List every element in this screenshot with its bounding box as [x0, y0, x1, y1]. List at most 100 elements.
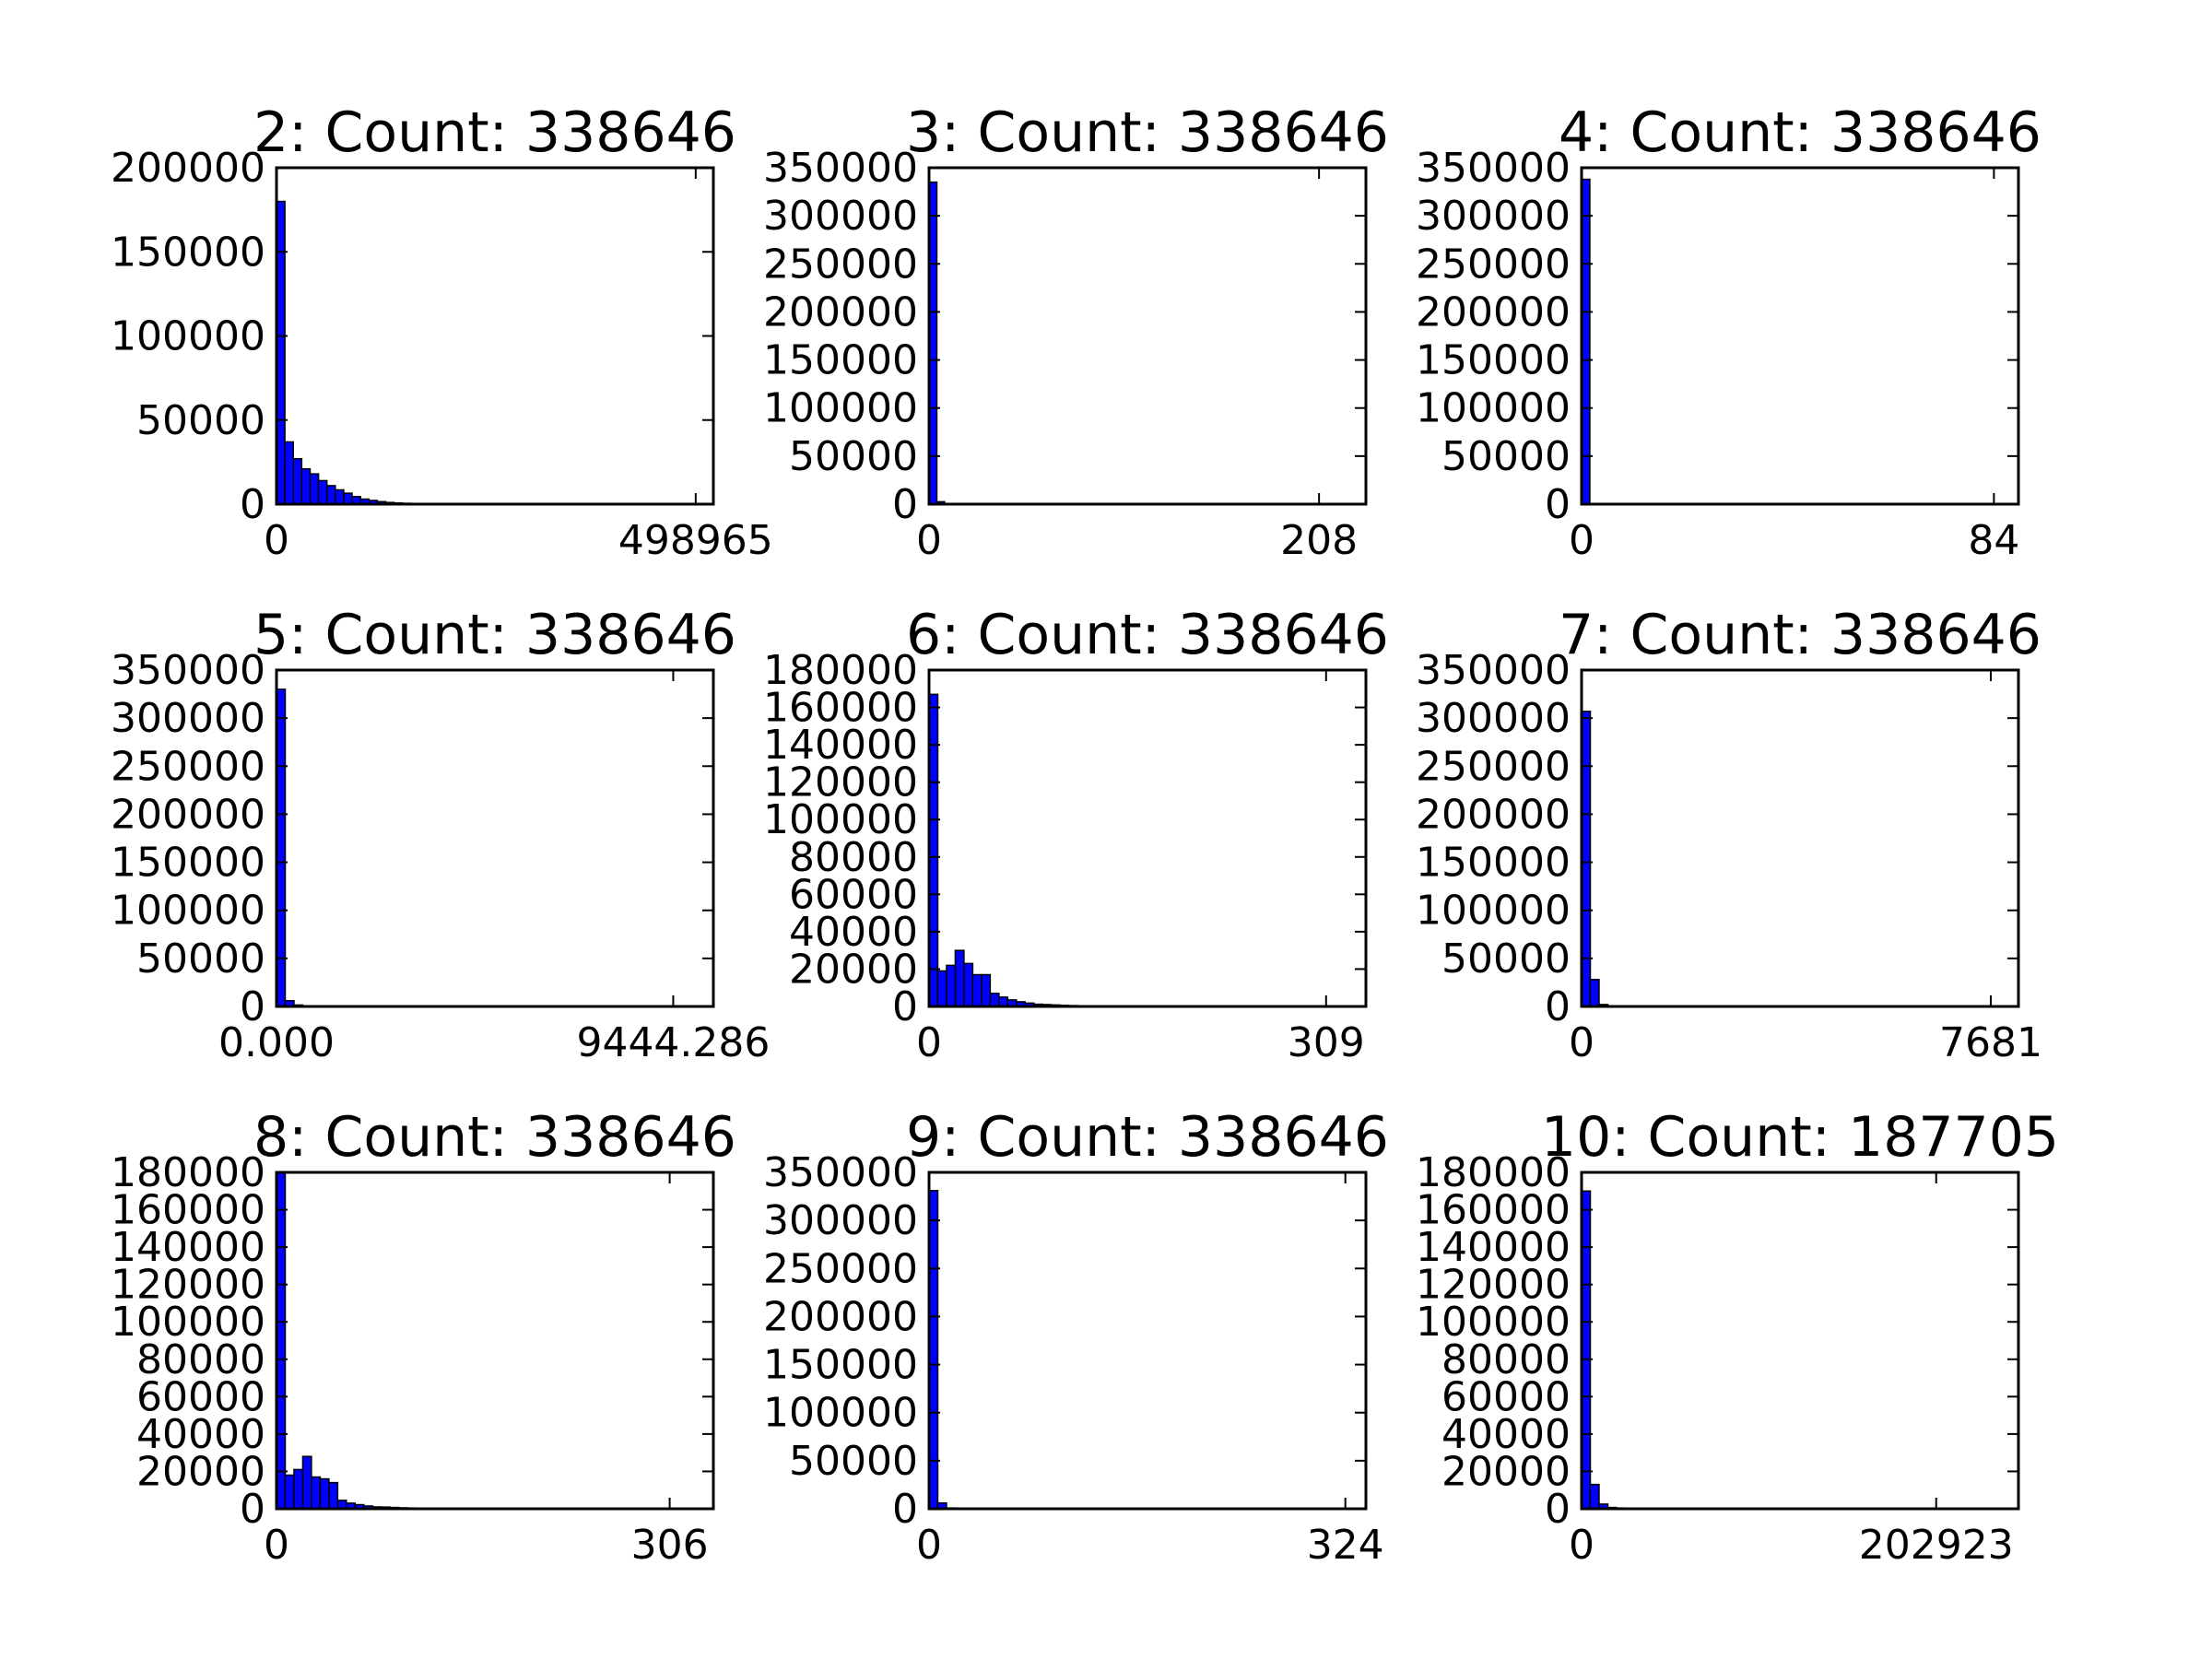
y-tick-label: 250000	[111, 743, 265, 790]
y-tick-label: 100000	[763, 385, 918, 432]
chart-title: 2: Count: 338646	[253, 100, 736, 165]
y-tick-label: 140000	[1416, 1224, 1571, 1271]
y-tick-label: 0	[1545, 481, 1571, 528]
histogram-panel-1: 0 50000 100000 150000 200000 0 498965 2: Count:…	[111, 100, 773, 564]
histogram-bar	[936, 970, 947, 1007]
y-tick-label: 180000	[111, 1149, 265, 1196]
histogram-bar	[284, 1474, 295, 1510]
y-tick-label: 250000	[1416, 743, 1571, 790]
histogram-bar	[343, 492, 353, 505]
histogram-panel-3: 0500001000001500002000002500003000003500…	[1416, 100, 2041, 564]
histogram-panel-6: 0500001000001500002000002500003000003500…	[1416, 603, 2042, 1066]
y-tick-label: 120000	[763, 759, 918, 806]
histogram-bar	[293, 1468, 304, 1510]
plot-area-frame	[927, 668, 1368, 1008]
histogram-bar	[300, 467, 312, 505]
y-tick-label: 350000	[111, 647, 265, 694]
y-tick-label: 150000	[1416, 337, 1571, 384]
y-tick-label: 100000	[1416, 385, 1571, 432]
y-tick-label: 180000	[763, 647, 918, 694]
y-tick-label: 0	[892, 1486, 918, 1533]
chart-title: 3: Count: 338646	[906, 100, 1389, 165]
histogram-bar	[284, 441, 294, 505]
y-tick-label: 100000	[111, 1299, 265, 1346]
y-tick-label: 80000	[1441, 1336, 1571, 1383]
histogram-bar	[1589, 979, 1600, 1007]
histogram-panel-8: 0500001000001500002000002500003000003500…	[763, 1105, 1389, 1569]
y-tick-label: 50000	[789, 433, 918, 480]
y-tick-label: 60000	[789, 871, 918, 918]
histogram-bar	[301, 1455, 312, 1510]
y-tick-label: 0	[240, 481, 265, 528]
x-tick-label: 7681	[1939, 1019, 2042, 1066]
y-tick-label: 0	[1545, 983, 1571, 1030]
histogram-panel-2: 0500001000001500002000002500003000003500…	[763, 100, 1389, 564]
y-tick-label: 350000	[763, 145, 918, 192]
y-tick-label: 200000	[1416, 791, 1571, 838]
y-tick-label: 250000	[1416, 241, 1571, 288]
y-tick-label: 100000	[763, 1390, 918, 1437]
y-tick-label: 350000	[1416, 647, 1571, 694]
histogram-panel-4: 0500001000001500002000002500003000003500…	[111, 603, 770, 1066]
y-tick-label: 150000	[763, 337, 918, 384]
y-tick-label: 40000	[789, 909, 918, 956]
y-tick-label: 0	[892, 983, 918, 1030]
plot-area-frame	[1580, 166, 2020, 506]
histogram-panel-9: 0200004000060000800001000001200001400001…	[1416, 1105, 2059, 1569]
y-tick-label: 100000	[111, 313, 265, 360]
y-tick-label: 150000	[763, 1342, 918, 1389]
y-tick-label: 250000	[763, 1245, 918, 1292]
y-tick-label: 350000	[763, 1149, 918, 1196]
y-tick-label: 180000	[1416, 1149, 1571, 1196]
y-tick-label: 120000	[111, 1262, 265, 1309]
x-tick-label: 9444.286	[576, 1019, 770, 1066]
histogram-panel-5: 0200004000060000800001000001200001400001…	[763, 603, 1389, 1066]
x-tick-label: 0	[1569, 1019, 1594, 1066]
x-tick-label: 0	[264, 1522, 289, 1569]
histogram-bar	[998, 996, 1009, 1007]
y-tick-label: 150000	[1416, 840, 1571, 887]
y-tick-label: 120000	[1416, 1262, 1571, 1309]
histogram-panel-7: 0200004000060000800001000001200001400001…	[111, 1105, 736, 1569]
x-tick-label: 0	[916, 1019, 942, 1066]
y-tick-label: 40000	[1441, 1411, 1571, 1458]
chart-title: 8: Count: 338646	[253, 1105, 736, 1170]
y-tick-label: 300000	[763, 193, 918, 240]
y-tick-label: 300000	[111, 695, 265, 742]
y-tick-label: 200000	[111, 791, 265, 838]
y-tick-label: 50000	[1441, 935, 1571, 982]
plot-area-frame	[1580, 1171, 2020, 1511]
histogram-bar	[325, 485, 336, 505]
y-tick-label: 140000	[111, 1224, 265, 1271]
histogram-bar	[317, 479, 328, 505]
y-tick-label: 100000	[763, 796, 918, 843]
plot-area-frame	[927, 1171, 1368, 1511]
chart-title: 6: Count: 338646	[906, 603, 1389, 667]
y-tick-label: 300000	[763, 1197, 918, 1244]
x-tick-label: 309	[1288, 1019, 1365, 1066]
y-tick-label: 0	[240, 1486, 265, 1533]
plot-area-frame	[927, 166, 1368, 506]
chart-title: 10: Count: 187705	[1541, 1105, 2059, 1170]
x-tick-label: 324	[1307, 1522, 1384, 1569]
y-tick-label: 100000	[1416, 888, 1571, 935]
x-tick-label: 498965	[618, 517, 773, 564]
y-tick-label: 300000	[1416, 193, 1571, 240]
x-tick-label: 208	[1280, 517, 1358, 564]
y-tick-label: 20000	[1441, 1448, 1571, 1495]
histogram-bar	[328, 1481, 339, 1510]
y-tick-label: 160000	[763, 685, 918, 732]
histogram-bar	[311, 1476, 322, 1510]
plot-area-frame	[275, 1171, 715, 1511]
chart-title: 4: Count: 338646	[1559, 100, 2041, 165]
y-tick-label: 200000	[763, 288, 918, 335]
x-tick-label: 0	[264, 517, 289, 564]
histogram-bar	[319, 1477, 330, 1510]
x-tick-label: 84	[1968, 517, 2019, 564]
y-tick-label: 0	[1545, 1486, 1571, 1533]
y-tick-label: 160000	[1416, 1187, 1571, 1234]
histogram-bar	[1589, 1483, 1600, 1510]
plot-area-frame	[1580, 668, 2020, 1008]
